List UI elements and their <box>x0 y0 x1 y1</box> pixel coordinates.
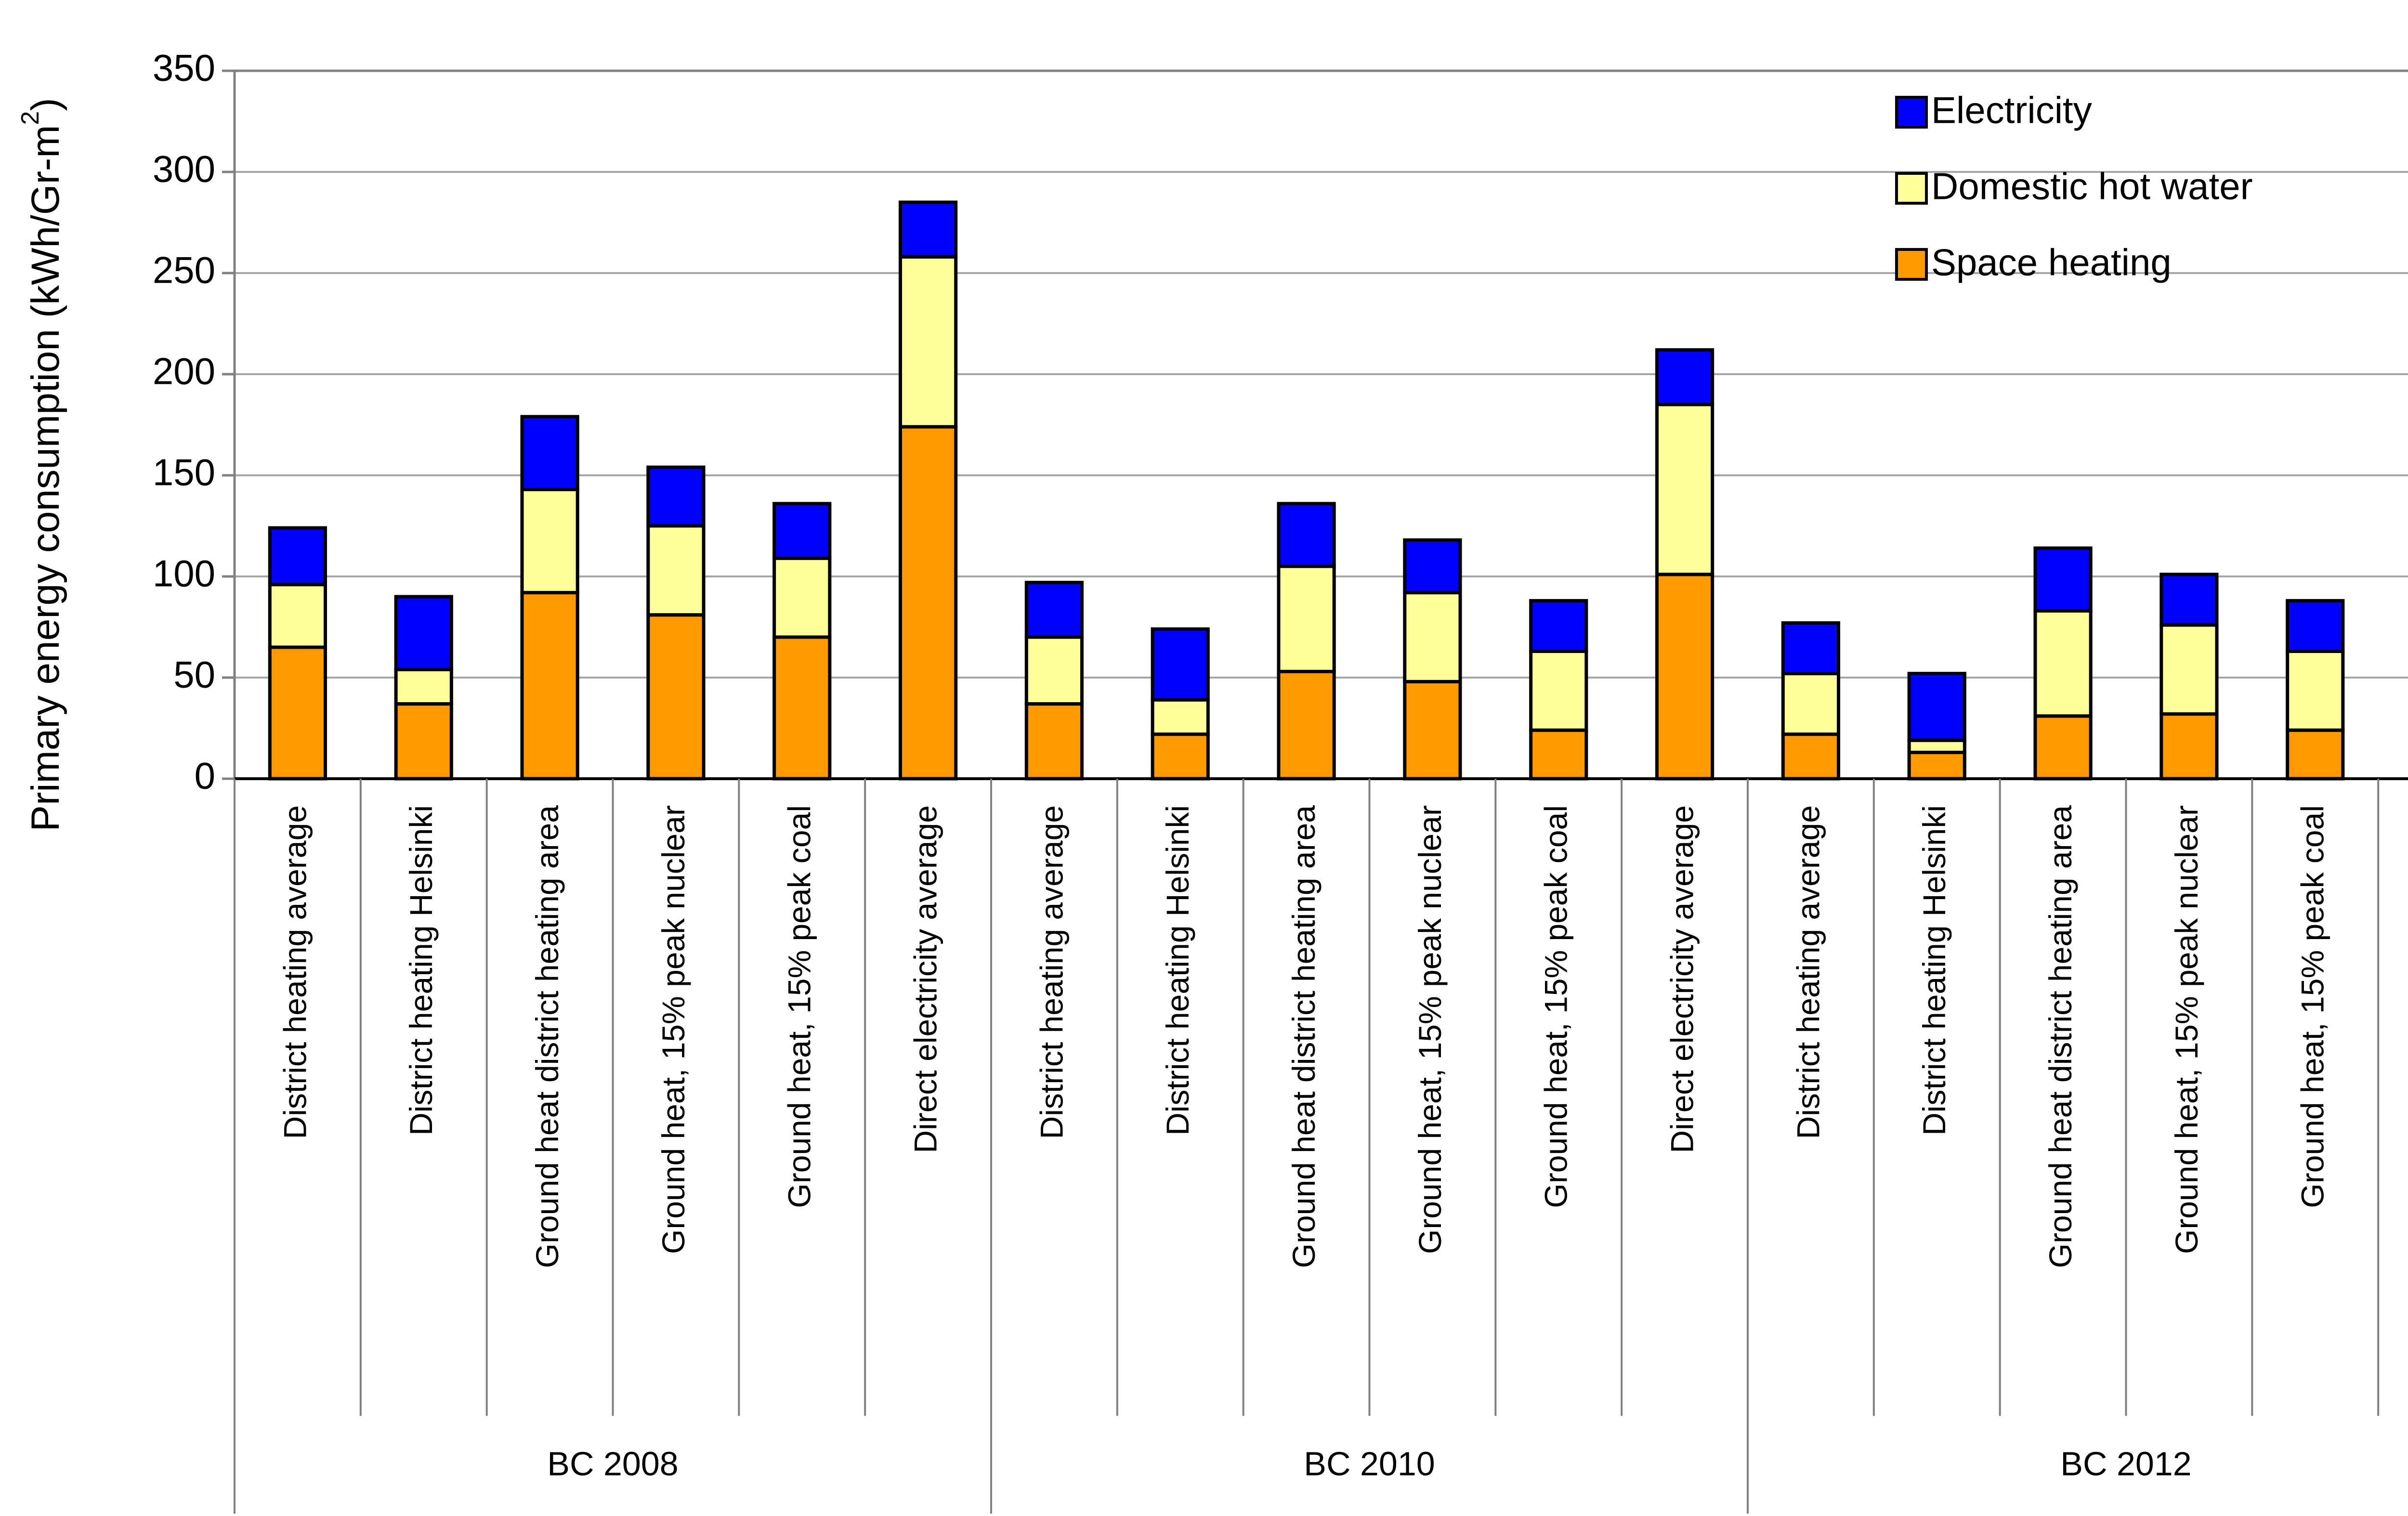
y-axis-ticks: 0 50 100 150 200 250 300 350 <box>153 47 235 797</box>
bar-segment <box>2286 649 2345 732</box>
bar-segment <box>898 200 958 259</box>
category-label: Direct electricity average <box>1664 805 1700 1153</box>
category-label: Ground heat, 15% peak coal <box>782 805 817 1208</box>
category-label: District heating Helsinki <box>1160 805 1195 1136</box>
bar-segment <box>2286 728 2345 781</box>
bar-segment <box>646 465 706 528</box>
group-label: BC 2010 <box>1304 1445 1435 1482</box>
y-tick-label: 50 <box>173 653 215 696</box>
bar-segment <box>2033 609 2093 718</box>
bar-segment <box>1655 403 1714 576</box>
bar-segment <box>2286 599 2345 653</box>
y-tick-label: 200 <box>153 350 215 392</box>
bars <box>268 200 2345 781</box>
category-label: Ground heat, 15% peak nuclear <box>1412 805 1448 1254</box>
bar-segment <box>1781 672 1841 736</box>
category-label: Direct electricity average <box>908 805 943 1153</box>
category-label: District heating Helsinki <box>1916 805 1952 1136</box>
bar-segment <box>1781 621 1841 676</box>
category-label: Ground heat, 15% peak nuclear <box>655 805 691 1254</box>
bar-segment <box>1907 672 1966 742</box>
category-label: Ground heat, 15% peak nuclear <box>2169 805 2204 1254</box>
bar-segment <box>268 526 327 587</box>
y-axis-title: Primary energy consumption (kWh/Gr-m2) <box>16 98 67 831</box>
bar-segment <box>1529 599 1588 653</box>
bar-segment <box>268 583 327 649</box>
category-label: Ground heat, 15% peak coal <box>2295 805 2330 1208</box>
group-label: BC 2008 <box>547 1445 678 1482</box>
legend-swatch <box>1895 248 1928 281</box>
category-label: Ground heat, 15% peak coal <box>1538 805 1574 1208</box>
y-tick-label: 350 <box>153 47 215 89</box>
category-label: District heating average <box>1034 805 1069 1139</box>
group-label: BC 2012 <box>2060 1445 2191 1482</box>
bar-segment <box>520 415 579 491</box>
bar-segment <box>2159 712 2219 781</box>
bar-segment <box>394 702 453 781</box>
category-label: Ground heat district heating area <box>1286 805 1322 1268</box>
category-label: Ground heat district heating area <box>2042 805 2078 1268</box>
legend-swatch <box>1895 96 1928 129</box>
bar-segment <box>1024 581 1084 639</box>
bar-segment <box>1403 538 1462 595</box>
bar-segment <box>1907 738 1966 754</box>
bar-segment <box>898 255 958 429</box>
bar-segment <box>1781 732 1841 781</box>
bar-segment <box>1529 728 1588 781</box>
bar-segment <box>394 595 453 671</box>
bar-segment <box>1151 698 1210 736</box>
bar-segment <box>646 524 706 617</box>
bar-segment <box>1907 750 1966 781</box>
bar-segment <box>646 613 706 781</box>
bar-segment <box>1277 502 1336 568</box>
bar-segment <box>772 556 832 639</box>
axes <box>233 69 2408 1514</box>
legend: Electricity Domestic hot water Space heati… <box>1895 89 2253 284</box>
bar-segment <box>1403 591 1462 683</box>
bar-segment <box>772 635 832 781</box>
bar-segment <box>268 645 327 781</box>
y-tick-label: 150 <box>153 451 215 494</box>
bar-segment <box>1403 680 1462 781</box>
legend-label: Space heating <box>1931 241 2172 284</box>
y-tick-label: 100 <box>153 552 215 595</box>
bar-segment <box>1277 669 1336 781</box>
x-axis-category-labels: District heating average District heating… <box>277 805 2330 1268</box>
bar-segment <box>898 425 958 781</box>
category-label: District heating average <box>1790 805 1826 1139</box>
legend-swatch <box>1895 172 1928 205</box>
y-tick-label: 300 <box>153 148 215 190</box>
bar-segment <box>1655 573 1714 781</box>
bar-segment <box>2033 714 2093 781</box>
bar-segment <box>1024 635 1084 706</box>
bar-segment <box>1024 702 1084 781</box>
bar-segment <box>1151 627 1210 702</box>
bar-segment <box>772 502 832 560</box>
category-label: District heating average <box>277 805 313 1139</box>
bar-segment <box>1277 564 1336 673</box>
y-tick-label: 250 <box>153 249 215 291</box>
bar-segment <box>1529 649 1588 732</box>
bar-segment <box>2033 546 2093 613</box>
bar-segment <box>2159 573 2219 627</box>
legend-label: Domestic hot water <box>1931 165 2253 208</box>
bar-segment <box>520 591 579 781</box>
legend-label: Electricity <box>1931 89 2092 131</box>
bar-segment <box>520 487 579 595</box>
category-label: Ground heat district heating area <box>529 805 565 1268</box>
bar-segment <box>1151 732 1210 781</box>
bar-segment <box>1655 348 1714 406</box>
x-axis-group-labels: BC 2008 BC 2010 BC 2012 <box>547 1445 2191 1482</box>
bar-segment <box>2159 623 2219 716</box>
category-label: District heating Helsinki <box>403 805 439 1136</box>
bar-segment <box>394 667 453 706</box>
y-tick-label: 0 <box>195 755 215 797</box>
